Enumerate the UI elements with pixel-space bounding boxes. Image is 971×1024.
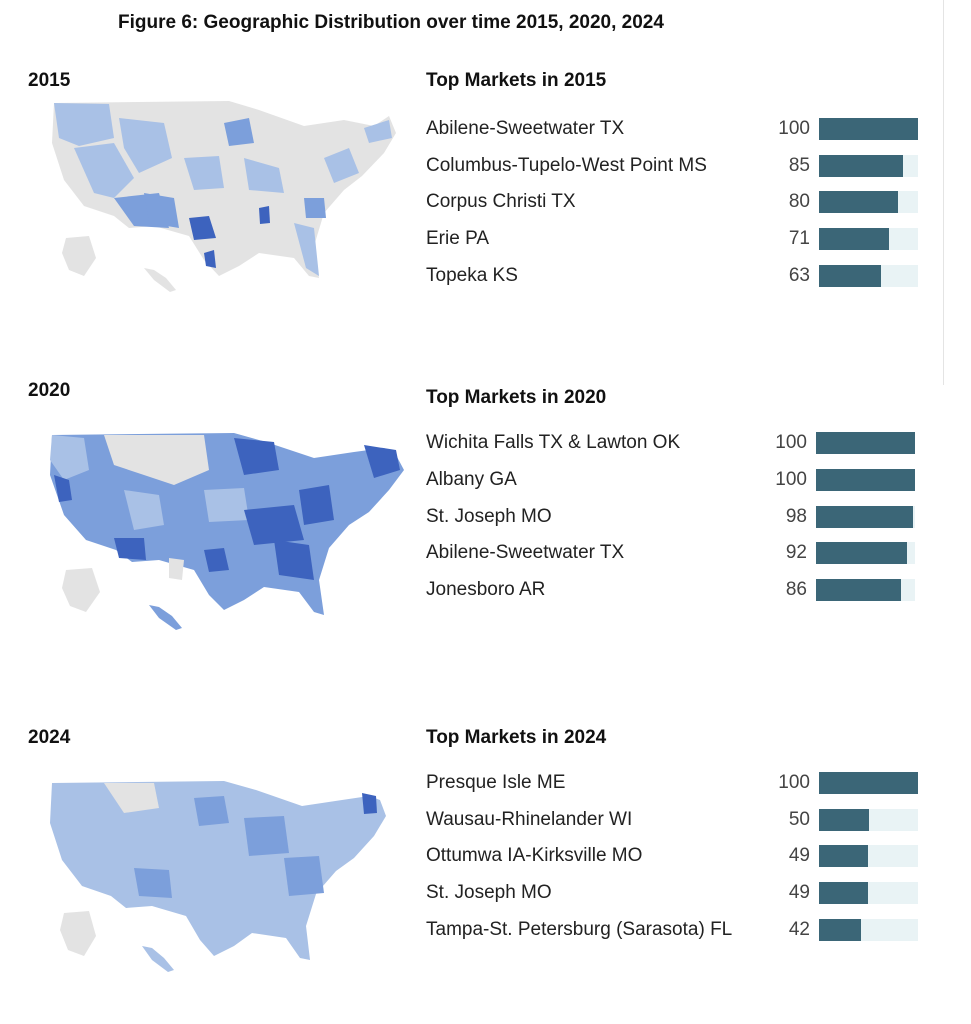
market-value: 85 (788, 154, 810, 176)
market-value: 92 (785, 542, 807, 564)
market-value: 42 (788, 918, 810, 940)
bar-track (819, 772, 918, 794)
map-regions-2015 (54, 103, 392, 276)
bar-track (819, 264, 918, 287)
market-name: Abilene-Sweetwater TX (426, 118, 625, 139)
market-name: Wichita Falls TX & Lawton OK (426, 432, 681, 453)
market-name: Wausau-Rhinelander WI (426, 808, 633, 830)
market-row: Ottumwa IA-Kirksville MO 49 (0, 841, 971, 871)
market-value: 100 (778, 118, 810, 139)
bar (819, 191, 898, 214)
map-base-2024 (50, 781, 386, 960)
market-row: Presque Isle ME 100 (0, 768, 971, 798)
market-row: Corpus Christi TX 80 (0, 187, 971, 217)
market-name: Albany GA (426, 468, 517, 490)
map-alaska-hawaii-2024 (60, 911, 174, 972)
bar-track (819, 228, 918, 251)
bar-track (819, 808, 918, 831)
market-row: St. Joseph MO 49 (0, 878, 971, 908)
market-value: 98 (785, 505, 807, 527)
bar (816, 542, 907, 565)
market-name: St. Joseph MO (426, 882, 552, 904)
market-row: Abilene-Sweetwater TX 92 (0, 538, 971, 568)
us-map-2024 (50, 781, 386, 972)
market-name: St. Joseph MO (426, 505, 552, 527)
bar-track (816, 579, 915, 602)
section-2024: 2024 Top Markets in 2024 Presque Isle ME… (0, 660, 971, 972)
market-name: Erie PA (426, 228, 490, 250)
year-label: 2020 (28, 380, 71, 401)
market-value: 50 (788, 808, 810, 830)
market-value: 100 (775, 468, 807, 490)
market-name: Presque Isle ME (426, 772, 566, 793)
bar-track (816, 542, 915, 565)
market-row: Jonesboro AR 86 (0, 575, 971, 605)
market-value: 80 (788, 191, 810, 213)
market-row: St. Joseph MO 98 (0, 502, 971, 532)
bar (819, 882, 868, 905)
bar (819, 772, 918, 794)
bar-track (816, 505, 915, 528)
bar (816, 432, 915, 454)
market-name: Topeka KS (426, 264, 518, 286)
market-row: Topeka KS 63 (0, 261, 971, 291)
market-value: 100 (778, 772, 810, 793)
market-value: 86 (785, 579, 807, 601)
top-markets-title: Top Markets in 2020 (426, 387, 607, 408)
bar-track (819, 191, 918, 214)
market-name: Tampa-St. Petersburg (Sarasota) FL (426, 918, 733, 940)
bar (819, 118, 918, 140)
market-row: Albany GA 100 (0, 465, 971, 495)
bar (819, 154, 903, 177)
map-regions-2024 (104, 783, 377, 898)
bar-track (819, 154, 918, 177)
market-value: 49 (788, 845, 810, 867)
bar-track (819, 118, 918, 140)
map-alaska-hawaii-2020 (62, 568, 182, 630)
figure-title: Figure 6: Geographic Distribution over t… (118, 12, 664, 33)
market-name: Ottumwa IA-Kirksville MO (426, 845, 643, 867)
bar (816, 505, 913, 528)
section-2015: 2015 Top Markets in 2015 Abilene-S (0, 0, 971, 300)
market-value: 63 (788, 264, 810, 286)
map-regions-2020 (50, 435, 400, 580)
market-value: 100 (775, 432, 807, 453)
bar (819, 264, 881, 287)
top-markets-title: Top Markets in 2015 (426, 70, 607, 91)
top-markets-title: Top Markets in 2024 (426, 727, 607, 748)
bar (816, 468, 915, 491)
market-row: Wausau-Rhinelander WI 50 (0, 805, 971, 835)
year-label: 2024 (28, 727, 71, 748)
bar-track (816, 468, 915, 491)
bar (816, 579, 901, 602)
bar (819, 228, 889, 251)
market-name: Corpus Christi TX (426, 191, 576, 213)
market-row: Abilene-Sweetwater TX 100 (0, 114, 971, 144)
bar-track (819, 845, 918, 868)
section-2020: 2020 Top Markets in 2020 Wichita Falls T… (0, 318, 971, 630)
year-label: 2015 (28, 70, 71, 91)
market-row: Wichita Falls TX & Lawton OK 100 (0, 428, 971, 458)
divider-line (943, 0, 944, 385)
us-map-2015 (52, 101, 396, 292)
market-name: Columbus-Tupelo-West Point MS (426, 154, 707, 176)
market-value: 49 (788, 882, 810, 904)
market-value: 71 (788, 228, 810, 250)
bar-track (816, 432, 915, 454)
bar (819, 808, 869, 831)
bar (819, 845, 868, 868)
market-row: Tampa-St. Petersburg (Sarasota) FL 42 (0, 915, 971, 945)
market-row: Erie PA 71 (0, 224, 971, 254)
bar (819, 918, 861, 941)
market-row: Columbus-Tupelo-West Point MS 85 (0, 151, 971, 181)
bar-track (819, 882, 918, 905)
map-base-2020 (50, 433, 404, 615)
map-alaska-hawaii-2015 (62, 236, 176, 292)
bar-track (819, 918, 918, 941)
market-name: Abilene-Sweetwater TX (426, 542, 625, 564)
market-name: Jonesboro AR (426, 579, 546, 601)
us-map-2020 (50, 433, 404, 630)
